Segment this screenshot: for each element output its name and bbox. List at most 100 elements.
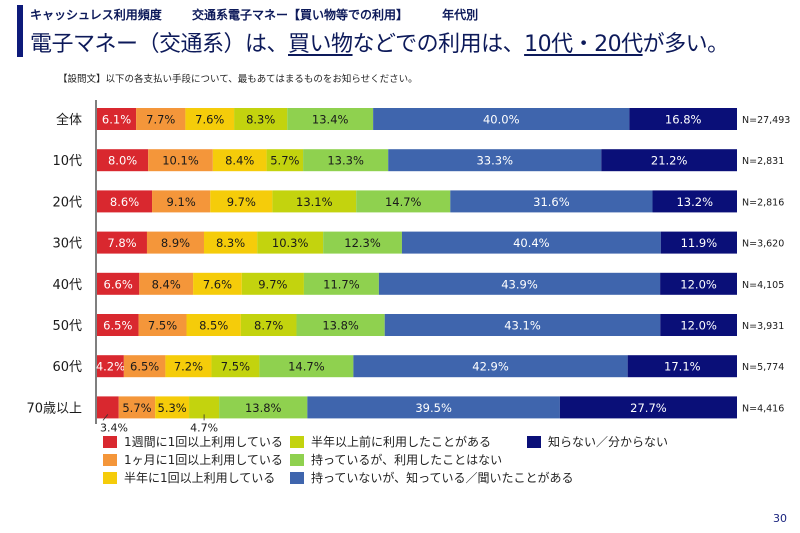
- bar-segment: [97, 272, 140, 295]
- bar-segment: [152, 190, 211, 213]
- bar-segment: [353, 355, 628, 378]
- bar-segment: [155, 396, 190, 419]
- bar-segment: [303, 272, 379, 295]
- bar-segment: [272, 190, 357, 213]
- data-label: 7.6%: [203, 277, 232, 291]
- data-label: 8.4%: [152, 277, 181, 291]
- data-label: 39.5%: [415, 401, 452, 415]
- bar-segment: [660, 314, 737, 336]
- category-label: 70歳以上: [26, 401, 82, 416]
- bar-segment: [97, 190, 153, 213]
- bar-segment: [373, 108, 630, 130]
- title-part: が多い。: [642, 32, 730, 57]
- bar-segment: [296, 314, 385, 336]
- legend-item: 知らない／分からない: [527, 433, 668, 450]
- data-label: 6.1%: [102, 113, 131, 127]
- data-label: 12.0%: [680, 277, 717, 291]
- data-label: 40.4%: [513, 236, 550, 250]
- legend-label: 持っているが、利用したことはない: [311, 453, 503, 467]
- data-label: 7.5%: [221, 360, 250, 374]
- legend-swatch: [103, 453, 117, 466]
- legend-label: 半年以上前に利用したことがある: [311, 435, 492, 449]
- data-label: 13.3%: [327, 154, 364, 168]
- data-label: 17.1%: [664, 360, 701, 374]
- sample-size-label: N=4,105: [742, 280, 784, 291]
- legend-label: 半年に1回以上利用している: [124, 471, 276, 485]
- header-subject: 交通系電子マネー【買い物等での利用】: [191, 8, 408, 22]
- category-label: 50代: [52, 319, 82, 334]
- sample-size-label: N=3,931: [742, 321, 784, 332]
- data-label: 13.8%: [245, 401, 282, 415]
- bar-segment: [259, 355, 354, 378]
- legend-item: 持っているが、利用したことはない: [290, 451, 502, 468]
- category-label: 全体: [56, 112, 82, 128]
- bar-segment: [652, 190, 737, 213]
- bar-segment: [356, 190, 451, 213]
- legend-label: 持っていないが、知っている／聞いたことがある: [311, 471, 574, 485]
- category-label: 10代: [52, 154, 82, 169]
- data-label: 43.1%: [504, 319, 541, 333]
- title-part: などでの利用は、: [352, 32, 525, 57]
- bar-segment: [118, 396, 156, 419]
- category-label: 30代: [52, 237, 82, 252]
- bar-segment: [138, 314, 187, 336]
- data-label: 9.7%: [227, 195, 256, 209]
- data-label: 5.7%: [270, 154, 299, 168]
- bar-segment: [303, 149, 389, 172]
- bar-segment: [660, 231, 737, 254]
- data-label: 16.8%: [665, 113, 702, 127]
- sample-size-label: N=2,831: [742, 156, 784, 167]
- data-label: 33.3%: [476, 154, 513, 168]
- bar-segment: [388, 149, 602, 172]
- data-label: 8.4%: [225, 154, 254, 168]
- bar-segment: [123, 355, 166, 378]
- bar-segment: [266, 149, 304, 172]
- bar-segment: [307, 396, 560, 419]
- data-label: 31.6%: [533, 195, 570, 209]
- data-label: 6.6%: [104, 277, 133, 291]
- header-line: キャッシュレス利用頻度 交通系電子マネー【買い物等での利用】 年代別: [30, 6, 478, 23]
- bar-segment: [660, 272, 737, 295]
- page-title: 電子マネー（交通系）は、買い物などでの利用は、10代・20代が多い。: [30, 26, 729, 58]
- bar-segment: [189, 396, 220, 419]
- bar-segment: [323, 231, 402, 254]
- sample-size-label: N=2,816: [742, 197, 784, 208]
- bar-segment: [97, 231, 147, 254]
- data-label: 8.7%: [254, 319, 283, 333]
- data-label: 13.8%: [322, 319, 359, 333]
- bar-segment: [234, 108, 288, 130]
- bar-segment: [165, 355, 212, 378]
- legend-item: 半年に1回以上利用している: [103, 469, 275, 486]
- bar-segment: [186, 314, 241, 336]
- data-label: 7.8%: [107, 236, 136, 250]
- data-label: 7.5%: [148, 319, 177, 333]
- bar-segment: [450, 190, 653, 213]
- bar-segment: [210, 190, 273, 213]
- data-label: 5.7%: [122, 401, 151, 415]
- sample-size-label: N=5,774: [742, 362, 784, 373]
- legend-label: 知らない／分からない: [548, 435, 669, 449]
- legend-swatch: [290, 453, 304, 466]
- data-label: 6.5%: [130, 360, 159, 374]
- sample-size-label: N=4,416: [742, 403, 784, 414]
- legend-swatch: [103, 471, 117, 484]
- data-label: 4.2%: [96, 360, 125, 374]
- data-label: 13.1%: [296, 195, 333, 209]
- legend-item: 1ヶ月に1回以上利用している: [103, 451, 283, 468]
- data-label: 13.4%: [312, 113, 349, 127]
- title-part: 買い物: [288, 32, 353, 57]
- bar-segment: [136, 108, 186, 130]
- data-label: 11.9%: [681, 236, 718, 250]
- bar-segment: [97, 314, 139, 336]
- data-label: 27.7%: [630, 401, 667, 415]
- legend-item: 1週間に1回以上利用している: [103, 433, 283, 450]
- data-label: 43.9%: [501, 277, 538, 291]
- data-label: 7.6%: [195, 113, 224, 127]
- data-label: 7.7%: [146, 113, 175, 127]
- legend-item: 半年以上前に利用したことがある: [290, 433, 491, 450]
- bar-segment: [97, 149, 149, 172]
- category-label: 20代: [52, 195, 82, 210]
- page-number: 30: [773, 512, 787, 525]
- header-category: キャッシュレス利用頻度: [30, 8, 162, 22]
